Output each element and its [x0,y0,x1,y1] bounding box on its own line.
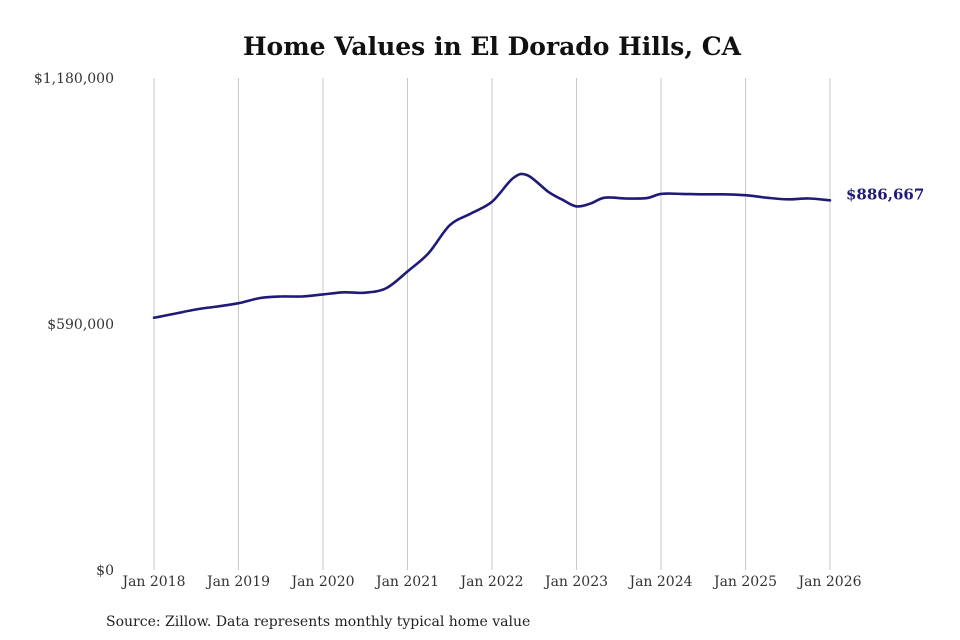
x-tick-label: Jan 2021 [374,574,439,590]
x-tick-label: Jan 2020 [289,574,354,590]
chart-title: Home Values in El Dorado Hills, CA [243,32,742,61]
x-tick-label: Jan 2025 [712,574,777,590]
source-note: Source: Zillow. Data represents monthly … [106,614,530,630]
y-axis-ticks: $0 $590,000 $1,180,000 [34,71,114,579]
y-tick-label: $590,000 [47,317,114,333]
x-tick-label: Jan 2018 [120,574,185,590]
x-tick-label: Jan 2023 [543,574,608,590]
grid-lines [153,78,831,570]
y-tick-label: $1,180,000 [34,71,114,87]
x-tick-label: Jan 2019 [205,574,270,590]
series-line-0 [152,172,832,319]
y-tick-label: $0 [96,563,114,579]
x-tick-label: Jan 2024 [627,574,692,590]
x-tick-label: Jan 2026 [796,574,861,590]
end-value-label: $886,667 [846,185,924,203]
series-layer [152,172,832,319]
x-axis-ticks: Jan 2018 Jan 2019 Jan 2020 Jan 2021 Jan 2022… [120,574,861,590]
x-tick-label: Jan 2022 [458,574,523,590]
